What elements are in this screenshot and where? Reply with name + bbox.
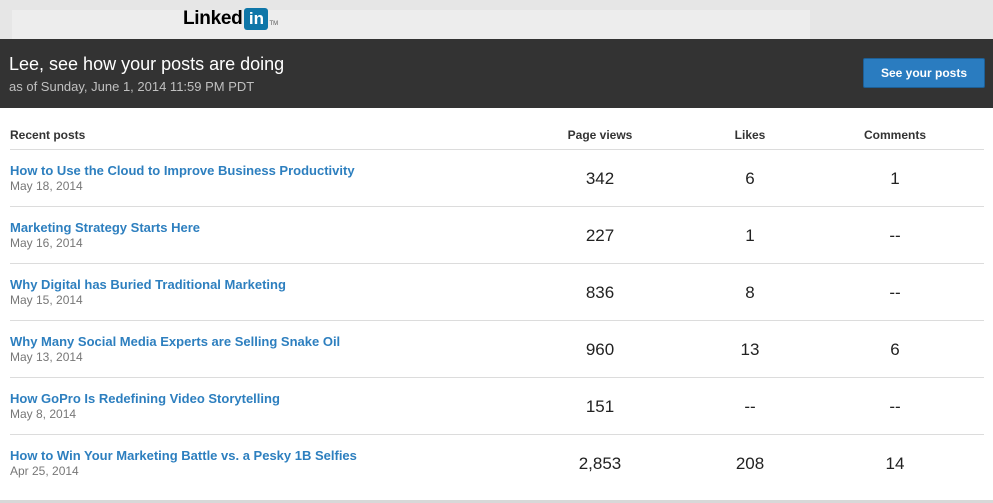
column-header-likes: Likes (734, 128, 766, 142)
likes-value: -- (744, 397, 756, 416)
comments-value: -- (889, 226, 901, 245)
column-header-page-views: Page views (567, 128, 633, 142)
top-bar-inner (12, 10, 810, 39)
page-views-value: 342 (585, 169, 615, 188)
post-title-link[interactable]: How to Use the Cloud to Improve Business… (10, 163, 355, 178)
post-title-link[interactable]: How GoPro Is Redefining Video Storytelli… (10, 391, 280, 406)
likes-value: 1 (745, 226, 755, 245)
likes-value: 208 (735, 454, 765, 473)
post-date: May 18, 2014 (10, 179, 83, 193)
table-header: Recent posts Page views Likes Comments (10, 118, 984, 150)
post-title-link[interactable]: Why Many Social Media Experts are Sellin… (10, 334, 341, 349)
logo-trademark: TM (269, 21, 279, 27)
post-date: May 16, 2014 (10, 236, 83, 250)
table-row: Marketing Strategy Starts Here May 16, 2… (10, 207, 984, 264)
post-date: May 8, 2014 (10, 407, 77, 421)
see-your-posts-button[interactable]: See your posts (863, 58, 985, 88)
comments-value: 14 (885, 454, 905, 473)
header-title: Lee, see how your posts are doing (9, 54, 285, 74)
comments-value: 1 (890, 169, 900, 188)
linkedin-logo[interactable]: Linked in TM (183, 6, 278, 32)
page-views-value: 960 (585, 340, 615, 359)
table-row: Why Digital has Buried Traditional Marke… (10, 264, 984, 321)
post-title-link[interactable]: Marketing Strategy Starts Here (10, 220, 201, 235)
page-views-value: 2,853 (578, 454, 622, 473)
post-date: Apr 25, 2014 (10, 464, 79, 478)
post-title-link[interactable]: Why Digital has Buried Traditional Marke… (10, 277, 286, 292)
table-row: Why Many Social Media Experts are Sellin… (10, 321, 984, 378)
likes-value: 6 (745, 169, 755, 188)
top-bar: Linked in TM (0, 0, 993, 39)
table-row: How GoPro Is Redefining Video Storytelli… (10, 378, 984, 435)
stats-header: Lee, see how your posts are doing as of … (0, 39, 993, 108)
table-row: How to Use the Cloud to Improve Business… (10, 150, 984, 207)
page-views-value: 227 (585, 226, 615, 245)
column-header-comments: Comments (863, 128, 926, 142)
logo-text: Linked (183, 8, 243, 29)
likes-value: 8 (745, 283, 755, 302)
comments-value: -- (889, 283, 901, 302)
posts-table: Recent posts Page views Likes Comments H… (10, 118, 984, 492)
post-date: May 15, 2014 (10, 293, 83, 307)
table-row: How to Win Your Marketing Battle vs. a P… (10, 435, 984, 492)
comments-value: 6 (890, 340, 900, 359)
post-date: May 13, 2014 (10, 350, 83, 364)
column-header-recent-posts: Recent posts (10, 128, 86, 142)
comments-value: -- (889, 397, 901, 416)
likes-value: 13 (740, 340, 760, 359)
page-views-value: 836 (585, 283, 615, 302)
page-views-value: 151 (585, 397, 615, 416)
bottom-divider (0, 500, 993, 503)
header-subtitle: as of Sunday, June 1, 2014 11:59 PM PDT (9, 79, 255, 94)
post-title-link[interactable]: How to Win Your Marketing Battle vs. a P… (10, 448, 357, 463)
logo-in-box: in (244, 8, 269, 30)
